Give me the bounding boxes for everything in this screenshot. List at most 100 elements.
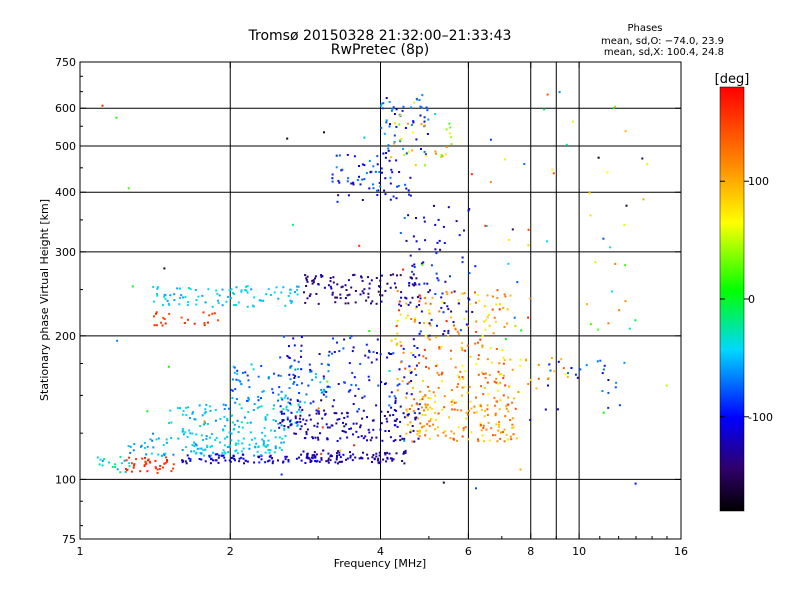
data-point	[347, 302, 350, 305]
data-point	[527, 244, 530, 247]
data-point	[379, 353, 382, 356]
data-point	[609, 246, 612, 249]
data-point	[413, 101, 416, 104]
data-point	[316, 436, 319, 439]
data-point	[476, 294, 479, 296]
data-point	[494, 414, 497, 417]
data-point	[195, 433, 198, 436]
data-point	[381, 171, 383, 174]
data-point	[393, 141, 396, 144]
stats-heading: Phases	[627, 23, 662, 34]
data-point	[356, 410, 359, 413]
data-point	[320, 452, 323, 455]
data-point	[299, 428, 302, 431]
data-point	[217, 299, 219, 302]
data-point	[282, 461, 284, 464]
data-point	[408, 381, 411, 384]
data-point	[501, 349, 504, 352]
data-point	[205, 403, 208, 406]
data-point	[278, 386, 281, 389]
data-point	[395, 108, 398, 111]
data-point	[486, 381, 489, 384]
data-point	[491, 361, 493, 364]
data-point	[359, 293, 362, 296]
data-point	[490, 427, 493, 430]
data-point	[398, 383, 401, 386]
data-point	[411, 386, 414, 389]
data-point	[339, 437, 342, 440]
data-point	[596, 360, 599, 363]
data-point	[277, 459, 279, 462]
data-point	[535, 387, 538, 390]
data-point	[195, 299, 198, 301]
data-point	[295, 457, 298, 460]
data-point	[467, 438, 470, 441]
data-point	[186, 435, 189, 438]
data-point	[367, 296, 370, 299]
data-point	[164, 297, 167, 300]
data-point	[275, 286, 278, 289]
data-point	[336, 440, 339, 442]
data-point	[284, 394, 287, 397]
data-point	[267, 288, 270, 291]
y-tick-label: 400	[55, 186, 76, 199]
data-point	[464, 370, 467, 373]
data-point	[273, 372, 276, 375]
data-point	[514, 325, 517, 327]
data-point	[374, 170, 377, 173]
data-point	[489, 138, 492, 141]
data-point	[550, 357, 553, 359]
data-point	[409, 301, 412, 304]
data-point	[409, 421, 412, 424]
data-point	[579, 368, 582, 371]
data-point	[231, 421, 234, 424]
data-point	[385, 119, 388, 122]
data-point	[368, 349, 371, 352]
data-point	[405, 408, 408, 411]
data-point	[475, 330, 478, 333]
data-point	[513, 316, 516, 319]
data-point	[428, 437, 431, 440]
data-point	[309, 458, 312, 461]
data-point	[495, 400, 498, 403]
data-point	[288, 357, 291, 359]
data-point	[440, 345, 443, 348]
data-point	[444, 434, 447, 437]
data-point	[335, 422, 338, 425]
data-point	[436, 434, 439, 437]
data-point	[305, 419, 308, 422]
data-point	[383, 189, 386, 192]
data-point	[327, 363, 330, 366]
data-point	[289, 378, 292, 381]
data-point	[384, 430, 387, 432]
data-point	[388, 370, 391, 372]
data-point	[399, 313, 402, 316]
data-point	[367, 457, 370, 460]
data-point	[418, 354, 421, 357]
data-point	[392, 106, 395, 109]
data-point	[343, 338, 346, 341]
data-point	[214, 459, 217, 462]
data-point	[149, 461, 152, 464]
data-point	[396, 342, 399, 345]
data-point	[433, 411, 436, 414]
colorbar-tick-label: -100	[748, 411, 773, 424]
data-point	[424, 153, 427, 156]
data-point	[322, 377, 325, 380]
data-point	[438, 310, 441, 313]
data-point	[312, 400, 315, 403]
data-point	[460, 409, 463, 412]
data-point	[625, 204, 628, 207]
data-point	[556, 408, 559, 411]
colorbar-tick-label: 0	[748, 293, 755, 306]
data-point	[241, 371, 244, 374]
data-point	[333, 412, 336, 415]
data-point	[510, 438, 513, 441]
data-point	[419, 105, 422, 108]
data-point	[434, 418, 437, 421]
y-tick-label: 75	[62, 533, 76, 546]
data-point	[507, 396, 510, 399]
data-point	[99, 458, 102, 461]
data-point	[410, 380, 413, 382]
data-point	[325, 390, 328, 393]
